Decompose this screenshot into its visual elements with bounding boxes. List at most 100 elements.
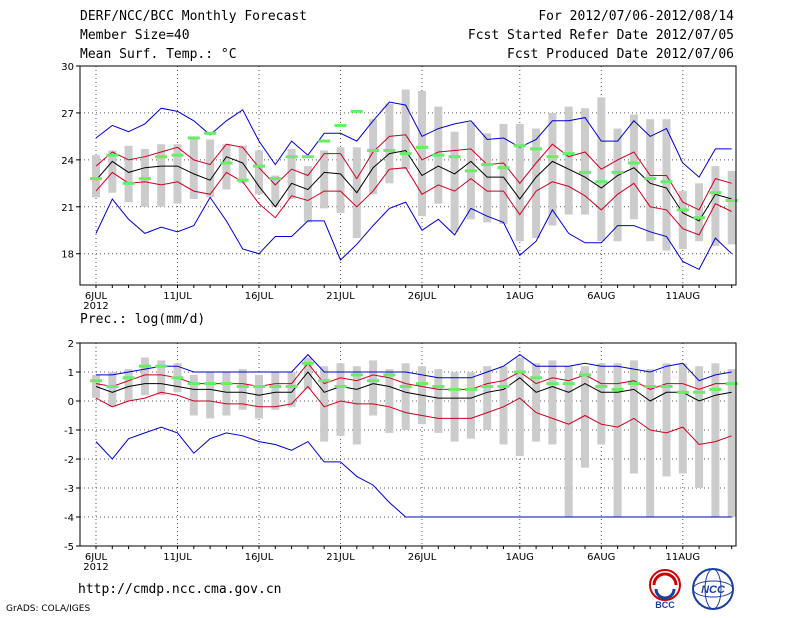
p2-member-bar bbox=[646, 369, 655, 517]
p2-marker bbox=[627, 382, 640, 386]
p2-member-bar bbox=[320, 366, 329, 442]
p1-marker bbox=[383, 148, 396, 152]
p1-marker bbox=[204, 131, 217, 135]
p1-marker bbox=[464, 169, 477, 173]
p2-marker bbox=[269, 385, 282, 388]
p2-member-bar bbox=[271, 372, 280, 410]
p1-marker bbox=[627, 161, 640, 165]
p2-member-bar bbox=[695, 366, 704, 488]
p1-marker bbox=[579, 170, 591, 174]
p2-xtick-label: 1AUG bbox=[506, 552, 534, 563]
p1-marker bbox=[497, 166, 510, 170]
p2-marker bbox=[693, 390, 706, 394]
p2-marker bbox=[464, 387, 477, 391]
p1-ytick-label: 21 bbox=[61, 203, 74, 214]
p1-xtick-label: 11AUG bbox=[665, 291, 700, 302]
p1-marker bbox=[122, 181, 135, 185]
p1-max-line bbox=[95, 101, 732, 178]
p1-member-bar bbox=[499, 123, 508, 224]
p1-marker bbox=[709, 191, 722, 195]
p2-member-bar bbox=[108, 372, 117, 407]
p2-member-bar bbox=[711, 363, 720, 517]
p1-marker bbox=[513, 144, 526, 148]
p2-marker bbox=[285, 385, 298, 388]
p2-marker bbox=[497, 385, 510, 388]
p2-mean-line bbox=[95, 371, 732, 402]
p1-marker bbox=[236, 178, 249, 182]
p2-marker bbox=[416, 382, 428, 386]
p2-member-bar bbox=[434, 369, 443, 433]
p1-min-line bbox=[95, 196, 733, 271]
p2-member-bar bbox=[483, 366, 492, 430]
p1-xtick-label: 26JUL bbox=[408, 291, 437, 302]
p1-marker bbox=[676, 208, 689, 212]
p2-marker bbox=[725, 382, 738, 386]
p2-marker bbox=[481, 385, 494, 388]
p2-marker bbox=[709, 387, 722, 391]
p2-marker bbox=[187, 382, 200, 386]
p1-member-bar bbox=[613, 128, 622, 242]
p2-marker bbox=[155, 364, 168, 368]
p2-minus-std-line bbox=[95, 385, 732, 446]
grads-credit: GrADS: COLA/IGES bbox=[6, 604, 91, 614]
p2-member-bar bbox=[352, 366, 361, 445]
p2-marker bbox=[220, 382, 233, 386]
p2-member-bar bbox=[336, 363, 345, 436]
p2-marker bbox=[171, 376, 184, 380]
fcst-produced-date: Fcst Produced Date 2012/07/06 bbox=[507, 47, 734, 62]
p1-member-bar bbox=[418, 91, 426, 217]
p2-member-bar bbox=[369, 360, 378, 416]
ncc-logo-text: NCC bbox=[701, 584, 726, 596]
ncc-logo: NCC bbox=[692, 568, 734, 610]
p2-member-bar bbox=[662, 363, 671, 477]
p1-member-bar bbox=[532, 128, 541, 239]
source-url[interactable]: http://cmdp.ncc.cma.gov.cn bbox=[78, 582, 282, 597]
p2-member-bar bbox=[581, 366, 589, 468]
p1-member-bar bbox=[222, 144, 231, 190]
p2-marker bbox=[546, 382, 559, 386]
p2-member-bar bbox=[678, 363, 687, 474]
p1-member-bar bbox=[711, 166, 720, 246]
p2-marker bbox=[318, 379, 331, 383]
p1-marker bbox=[530, 147, 543, 151]
p1-member-bar bbox=[581, 108, 589, 215]
member-size: Member Size=40 bbox=[80, 28, 190, 43]
p2-marker bbox=[611, 387, 624, 391]
p1-marker bbox=[693, 216, 706, 220]
p2-member-bar bbox=[157, 360, 166, 396]
p1-marker bbox=[334, 123, 347, 127]
p2-member-bar bbox=[548, 360, 557, 445]
p1-member-bar bbox=[206, 139, 215, 198]
p2-ytick-label: -1 bbox=[64, 426, 74, 437]
p1-marker bbox=[350, 109, 363, 113]
p2-plus-std-line bbox=[95, 362, 732, 390]
p2-xtick-label: 16JUL bbox=[245, 552, 274, 563]
p2-member-bar bbox=[206, 372, 215, 419]
p1-member-bar bbox=[157, 144, 166, 207]
p1-marker bbox=[285, 155, 298, 159]
p1-marker bbox=[90, 177, 102, 181]
p2-marker bbox=[334, 385, 347, 388]
p2-xtick-label: 26JUL bbox=[408, 552, 437, 563]
p1-member-bar bbox=[662, 119, 671, 251]
p1-member-bar bbox=[385, 103, 394, 184]
p1-marker bbox=[253, 164, 265, 168]
p1-member-bar bbox=[564, 106, 573, 215]
p1-member-bar bbox=[124, 145, 133, 203]
p2-marker bbox=[676, 390, 689, 394]
p2-member-bar bbox=[499, 366, 508, 445]
p1-year-label: 2012 bbox=[83, 301, 108, 312]
p1-member-bar bbox=[629, 114, 638, 220]
p2-member-bar bbox=[385, 369, 394, 433]
p1-marker bbox=[138, 177, 151, 181]
p2-member-bar bbox=[629, 360, 638, 474]
p2-ytick-label: 2 bbox=[68, 339, 74, 350]
p2-xtick-label: 11AUG bbox=[665, 552, 700, 563]
p1-member-bar bbox=[548, 112, 557, 226]
p2-member-bar bbox=[189, 374, 198, 416]
p1-xtick-label: 1AUG bbox=[506, 291, 534, 302]
p1-member-bar bbox=[287, 148, 296, 199]
p2-ytick-label: 1 bbox=[68, 368, 74, 379]
p1-xtick-label: 6JUL bbox=[85, 291, 108, 302]
